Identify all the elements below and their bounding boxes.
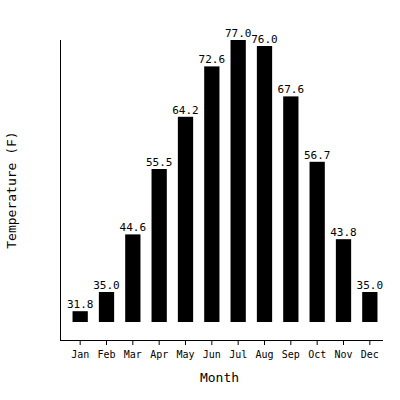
bar	[178, 117, 193, 322]
x-tick: Feb	[97, 340, 115, 360]
bar	[310, 162, 325, 322]
x-tick-mark	[80, 340, 81, 345]
y-axis	[60, 40, 61, 340]
x-tick: Jan	[71, 340, 89, 360]
x-tick: Nov	[334, 340, 352, 360]
x-tick-label: Jun	[203, 349, 221, 360]
x-tick-label: Sep	[282, 349, 300, 360]
x-tick-label: Nov	[334, 349, 352, 360]
x-tick: Apr	[150, 340, 168, 360]
x-tick-mark	[369, 340, 370, 345]
bar	[125, 234, 140, 322]
x-tick: Dec	[361, 340, 379, 360]
bar	[73, 311, 88, 322]
data-label: 35.0	[93, 279, 120, 292]
data-label: 43.8	[330, 226, 357, 239]
x-tick-label: Dec	[361, 349, 379, 360]
data-label: 64.2	[172, 104, 199, 117]
data-label: 56.7	[304, 149, 331, 162]
x-tick-mark	[211, 340, 212, 345]
x-tick-label: Oct	[308, 349, 326, 360]
bar	[336, 239, 351, 322]
data-label: 77.0	[225, 27, 252, 40]
x-tick-mark	[132, 340, 133, 345]
bar	[231, 40, 246, 322]
x-tick: Jun	[203, 340, 221, 360]
x-tick-mark	[317, 340, 318, 345]
data-label: 44.6	[120, 221, 147, 234]
x-tick-mark	[290, 340, 291, 345]
x-tick: Sep	[282, 340, 300, 360]
x-axis-title: Month	[200, 370, 239, 385]
bar	[204, 66, 219, 322]
x-tick-label: May	[176, 349, 194, 360]
x-tick-mark	[185, 340, 186, 345]
y-axis-title: Temperature (F)	[4, 131, 19, 248]
x-tick-mark	[238, 340, 239, 345]
bar	[257, 46, 272, 322]
x-tick-mark	[264, 340, 265, 345]
data-label: 35.0	[357, 279, 384, 292]
bar	[99, 292, 114, 322]
x-tick-label: Mar	[124, 349, 142, 360]
bar	[362, 292, 377, 322]
x-tick: Mar	[124, 340, 142, 360]
x-tick: Oct	[308, 340, 326, 360]
x-tick: May	[176, 340, 194, 360]
y-axis-line	[60, 40, 61, 340]
x-tick-label: Feb	[97, 349, 115, 360]
bars	[73, 40, 378, 322]
x-tick-mark	[106, 340, 107, 345]
data-label: 55.5	[146, 156, 173, 169]
x-tick-label: Aug	[255, 349, 273, 360]
bar	[283, 96, 298, 322]
data-label: 76.0	[251, 33, 278, 46]
bar	[152, 169, 167, 322]
x-tick-mark	[159, 340, 160, 345]
x-axis-line	[60, 340, 383, 341]
chart: 31.8 35.0 44.6 55.5 64.2 72.6 77.076.0 67.6 56.7…	[0, 0, 400, 400]
x-tick: Aug	[255, 340, 273, 360]
background	[0, 0, 400, 400]
data-label: 72.6	[199, 53, 226, 66]
data-label: 31.8	[67, 298, 94, 311]
x-axis: Jan Feb Mar Apr May Jun Jul Aug Sep Oct Nov Dec	[60, 340, 383, 360]
x-tick-mark	[343, 340, 344, 345]
x-tick-label: Jan	[71, 349, 89, 360]
data-labels: 31.8 35.0 44.6 55.5 64.2 72.6 77.076.0 67.6 56.7…	[67, 27, 383, 311]
x-tick-label: Apr	[150, 349, 168, 360]
x-tick: Jul	[229, 340, 247, 360]
x-tick-label: Jul	[229, 349, 247, 360]
data-label: 67.6	[278, 83, 305, 96]
